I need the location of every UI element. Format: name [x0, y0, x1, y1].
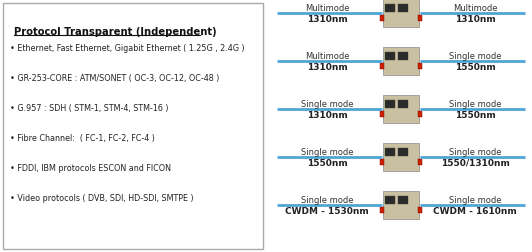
FancyBboxPatch shape: [383, 143, 419, 171]
FancyBboxPatch shape: [383, 191, 419, 219]
FancyBboxPatch shape: [418, 111, 422, 117]
FancyBboxPatch shape: [385, 148, 395, 155]
FancyBboxPatch shape: [385, 4, 395, 12]
Text: CWDM - 1530nm: CWDM - 1530nm: [285, 207, 369, 216]
Text: Single mode: Single mode: [449, 52, 501, 61]
Text: 1550nm: 1550nm: [306, 159, 347, 168]
FancyBboxPatch shape: [398, 148, 408, 155]
Text: Single mode: Single mode: [301, 100, 353, 109]
FancyBboxPatch shape: [418, 64, 422, 69]
Text: Multimode: Multimode: [305, 4, 349, 13]
Text: Single mode: Single mode: [301, 148, 353, 157]
Text: • Video protocols ( DVB, SDI, HD-SDI, SMTPE ): • Video protocols ( DVB, SDI, HD-SDI, SM…: [10, 194, 194, 203]
FancyBboxPatch shape: [398, 196, 408, 204]
FancyBboxPatch shape: [383, 95, 419, 123]
Text: 1310nm: 1310nm: [306, 111, 347, 120]
Text: 1310nm: 1310nm: [306, 15, 347, 24]
Text: • G.957 : SDH ( STM-1, STM-4, STM-16 ): • G.957 : SDH ( STM-1, STM-4, STM-16 ): [10, 104, 169, 113]
Text: Single mode: Single mode: [449, 196, 501, 205]
FancyBboxPatch shape: [380, 111, 384, 117]
Text: Single mode: Single mode: [449, 100, 501, 109]
Text: Protocol Transparent (Independent): Protocol Transparent (Independent): [14, 27, 217, 37]
FancyBboxPatch shape: [398, 100, 408, 108]
Text: CWDM - 1610nm: CWDM - 1610nm: [433, 207, 517, 216]
FancyBboxPatch shape: [380, 207, 384, 213]
Text: 1310nm: 1310nm: [455, 15, 495, 24]
Text: Multimode: Multimode: [453, 4, 497, 13]
FancyBboxPatch shape: [383, 47, 419, 75]
FancyBboxPatch shape: [385, 52, 395, 60]
Text: 1310nm: 1310nm: [306, 63, 347, 72]
Text: • GR-253-CORE : ATM/SONET ( OC-3, OC-12, OC-48 ): • GR-253-CORE : ATM/SONET ( OC-3, OC-12,…: [10, 74, 219, 83]
FancyBboxPatch shape: [383, 0, 419, 27]
FancyBboxPatch shape: [385, 100, 395, 108]
FancyBboxPatch shape: [380, 64, 384, 69]
Text: Single mode: Single mode: [449, 148, 501, 157]
FancyBboxPatch shape: [385, 196, 395, 204]
FancyBboxPatch shape: [418, 15, 422, 21]
Text: 1550/1310nm: 1550/1310nm: [440, 159, 510, 168]
Text: 1550nm: 1550nm: [455, 111, 495, 120]
FancyBboxPatch shape: [418, 207, 422, 213]
FancyBboxPatch shape: [398, 52, 408, 60]
Text: 1550nm: 1550nm: [455, 63, 495, 72]
FancyBboxPatch shape: [380, 15, 384, 21]
Text: Single mode: Single mode: [301, 196, 353, 205]
Text: • Fibre Channel:  ( FC-1, FC-2, FC-4 ): • Fibre Channel: ( FC-1, FC-2, FC-4 ): [10, 134, 155, 143]
FancyBboxPatch shape: [398, 4, 408, 12]
FancyBboxPatch shape: [380, 160, 384, 165]
Text: • Ethernet, Fast Ethernet, Gigabit Ethernet ( 1.25G , 2.4G ): • Ethernet, Fast Ethernet, Gigabit Ether…: [10, 44, 245, 53]
Text: Multimode: Multimode: [305, 52, 349, 61]
FancyBboxPatch shape: [418, 160, 422, 165]
Text: • FDDI, IBM protocols ESCON and FICON: • FDDI, IBM protocols ESCON and FICON: [10, 164, 171, 173]
FancyBboxPatch shape: [3, 3, 263, 249]
